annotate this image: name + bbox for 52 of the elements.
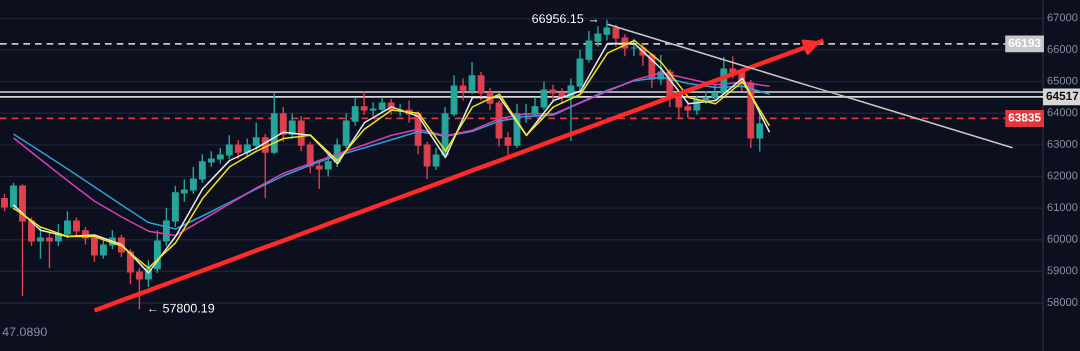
candlestick	[10, 182, 17, 211]
y-tick-label: 67000	[1047, 13, 1078, 22]
candlestick	[675, 93, 683, 120]
candlestick	[225, 134, 233, 160]
candlestick	[459, 77, 467, 102]
candlestick	[585, 30, 593, 64]
candlestick	[99, 238, 107, 260]
y-tick-label: 58000	[1047, 298, 1078, 306]
y-tick-label: 59000	[1047, 266, 1078, 275]
candlestick	[189, 166, 197, 195]
y-tick-label: 66000	[1047, 45, 1078, 53]
annotation: ← 57800.19	[149, 303, 215, 313]
candlestick	[324, 153, 332, 178]
candlestick	[46, 231, 53, 269]
y-tick-label: 62000	[1047, 171, 1078, 180]
candlestick	[351, 96, 359, 127]
candlestick	[72, 216, 80, 238]
candlestick	[234, 139, 242, 160]
ref-line-label: 64517	[1046, 91, 1079, 101]
candlestick	[756, 112, 764, 153]
candlestick	[369, 101, 377, 118]
candlestick	[630, 38, 638, 57]
candlestick	[360, 90, 368, 116]
candlestick	[477, 71, 485, 102]
candlestick	[423, 140, 431, 180]
candlestick	[126, 248, 134, 285]
candlestick	[28, 216, 35, 247]
ref-line-label: 63835	[1008, 113, 1041, 122]
y-tick-label: 65000	[1047, 76, 1078, 85]
annotation: 66956.15 →	[532, 14, 598, 24]
candlestick	[180, 178, 188, 203]
candlestick	[468, 61, 476, 95]
candlestick	[549, 84, 557, 102]
candlestick	[279, 106, 287, 143]
candlestick	[135, 267, 143, 310]
annotation: 47.0890	[2, 327, 47, 337]
y-tick-label: 61000	[1047, 203, 1078, 212]
y-tick-label: 60000	[1047, 234, 1078, 243]
candlestick	[432, 147, 440, 171]
candlestick	[64, 210, 71, 239]
candlestick	[37, 226, 44, 260]
candlestick	[603, 19, 611, 42]
candlestick	[198, 153, 206, 184]
candlestick	[594, 25, 602, 48]
y-tick-label: 64000	[1047, 108, 1078, 117]
candlestick	[288, 112, 296, 140]
candlestick	[252, 121, 260, 151]
candlestick	[55, 223, 62, 247]
y-tick-label: 63000	[1047, 139, 1078, 148]
candlestick	[90, 234, 98, 263]
candlestick	[567, 77, 575, 142]
candlestick	[612, 23, 620, 48]
